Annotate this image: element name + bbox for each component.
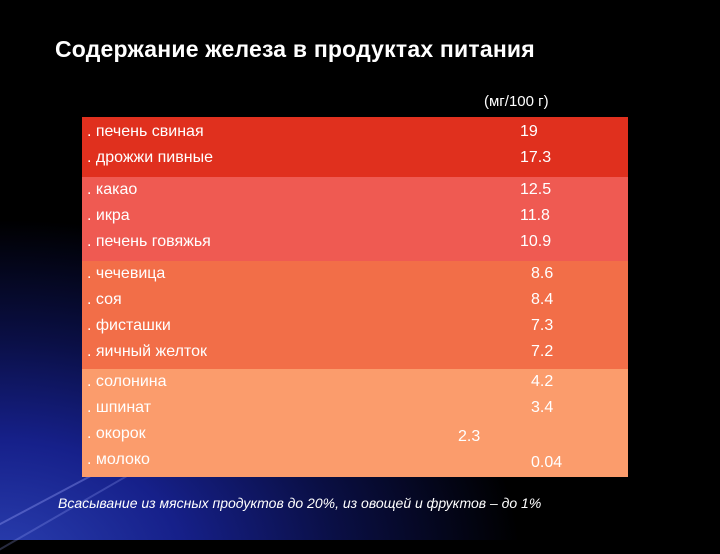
product-name: . печень свиная	[87, 123, 204, 140]
iron-value: 3.4	[531, 399, 554, 416]
iron-value: 10.9	[520, 233, 552, 250]
iron-value: 7.2	[531, 343, 554, 360]
unit-label: (мг/100 г)	[484, 93, 549, 110]
product-name: . шпинат	[87, 399, 152, 416]
product-name: . окорок	[87, 425, 146, 442]
iron-content-table: . печень свиная . дрожжи пивные 19 17.3 …	[82, 117, 628, 477]
iron-value: 8.4	[531, 291, 554, 308]
iron-value: 12.5	[520, 181, 552, 198]
product-name: . печень говяжья	[87, 233, 211, 250]
product-name: . солонина	[87, 373, 167, 390]
iron-value: 7.3	[531, 317, 554, 334]
table-group: . печень свиная . дрожжи пивные 19 17.3	[82, 117, 628, 177]
product-name: . дрожжи пивные	[87, 149, 213, 166]
slide-title: Содержание железа в продуктах питания	[55, 36, 535, 62]
absorption-note: Всасывание из мясных продуктов до 20%, и…	[58, 495, 542, 511]
table-group: . какао . икра . печень говяжья 12.5 11.…	[82, 177, 628, 261]
table-group: . солонина . шпинат . окорок . молоко 4.…	[82, 369, 628, 477]
iron-value: 8.6	[531, 265, 554, 282]
iron-value: 17.3	[520, 149, 552, 166]
iron-value: 11.8	[520, 207, 550, 224]
product-name: . какао	[87, 181, 138, 198]
product-name: . соя	[87, 291, 122, 308]
product-name: . чечевица	[87, 265, 166, 282]
product-name: . икра	[87, 207, 130, 224]
iron-value: 4.2	[531, 373, 554, 390]
product-name: . яичный желток	[87, 343, 207, 360]
table-group: . чечевица . соя . фисташки . яичный жел…	[82, 261, 628, 369]
iron-value: 2.3	[458, 428, 481, 445]
iron-value: 19	[520, 123, 538, 140]
iron-value: 0.04	[531, 454, 563, 471]
product-name: . молоко	[87, 451, 150, 468]
product-name: . фисташки	[87, 317, 171, 334]
